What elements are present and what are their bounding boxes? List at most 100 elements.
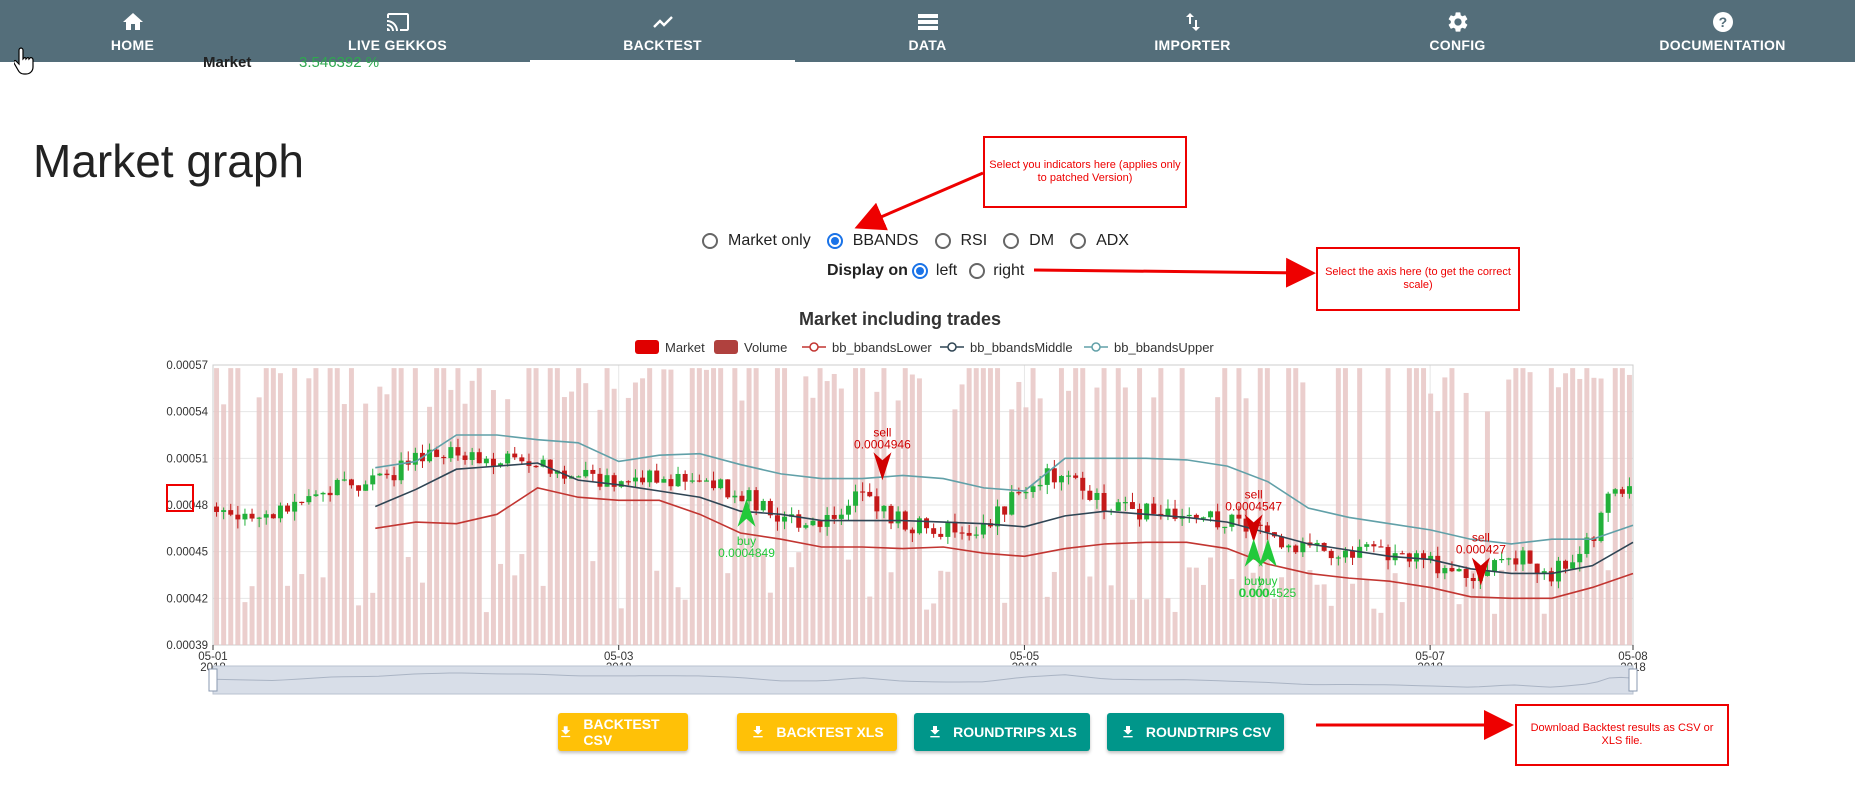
volume-bar	[320, 577, 326, 645]
nav-documentation[interactable]: ? DOCUMENTATION	[1590, 0, 1855, 62]
candle-body	[838, 514, 844, 519]
volume-bar	[1520, 368, 1526, 645]
candle-body	[1151, 503, 1157, 514]
nav-backtest[interactable]: BACKTEST	[530, 0, 795, 62]
radio-axis-left[interactable]: left	[910, 262, 957, 280]
volume-bar	[249, 586, 255, 645]
candle-body	[1456, 569, 1462, 572]
nav-live-gekkos[interactable]: LIVE GEKKOS	[265, 0, 530, 62]
volume-bar	[519, 554, 525, 645]
volume-bar	[1108, 585, 1114, 645]
radio-circle[interactable]	[702, 233, 718, 249]
volume-bar	[1307, 569, 1313, 645]
radio-circle[interactable]	[1070, 233, 1087, 249]
x-tick-label: 05-03	[604, 651, 633, 663]
volume-bar	[703, 369, 709, 645]
backtest-csv-button[interactable]: BACKTEST CSV	[558, 713, 688, 751]
market-chart: Market including trades Market Volume bb_bb…	[140, 303, 1660, 703]
volume-bar	[1328, 605, 1334, 645]
legend-swatch-dot	[1091, 342, 1101, 352]
roundtrips-csv-button[interactable]: ROUNDTRIPS CSV	[1107, 713, 1284, 751]
volume-bar	[1541, 613, 1547, 645]
candle-body	[292, 501, 298, 512]
radio-adx[interactable]: ADX	[1070, 232, 1129, 250]
result-market-label: Market	[203, 54, 252, 71]
volume-bar	[1357, 368, 1363, 645]
volume-bar	[1058, 368, 1064, 645]
volume-bar	[959, 384, 965, 645]
volume-bar	[1172, 611, 1178, 645]
candle-body	[1463, 569, 1469, 578]
volume-bar	[924, 609, 930, 645]
volume-bar	[1548, 368, 1554, 645]
candle-body	[540, 459, 546, 467]
candle-body	[632, 477, 638, 482]
candle-body	[661, 479, 667, 483]
bbands-lower-line	[375, 487, 1634, 600]
candle-body	[881, 505, 887, 512]
volume-bar	[732, 368, 738, 645]
candle-body	[938, 533, 944, 537]
radio-circle[interactable]	[934, 233, 951, 249]
volume-bar	[1193, 567, 1199, 645]
candle-body	[1378, 546, 1384, 548]
candle-body	[689, 480, 695, 482]
volume-bar	[1492, 613, 1498, 645]
zoom-slider-preview	[212, 672, 1634, 688]
candle-body	[625, 481, 631, 483]
candle-body	[1371, 544, 1377, 547]
volume-bar	[526, 368, 532, 645]
candle-body	[753, 490, 759, 511]
button-label: ROUNDTRIPS CSV	[1145, 724, 1272, 740]
volume-bar	[1094, 387, 1100, 645]
buy-marker	[1244, 538, 1263, 567]
nav-data[interactable]: DATA	[795, 0, 1060, 62]
nav-importer-label: IMPORTER	[1154, 36, 1231, 53]
candle-body	[370, 475, 376, 485]
radio-circle-checked[interactable]	[826, 233, 843, 249]
radio-circle[interactable]	[1003, 233, 1020, 249]
radio-rsi[interactable]: RSI	[934, 232, 987, 250]
candle-body	[1421, 553, 1427, 560]
volume-bar	[242, 602, 248, 645]
radio-market-only[interactable]: Market only	[702, 232, 811, 250]
nav-importer[interactable]: IMPORTER	[1060, 0, 1325, 62]
candle-body	[1399, 553, 1405, 555]
volume-bar	[547, 368, 553, 645]
radio-axis-right[interactable]: right	[967, 262, 1024, 280]
candle-body	[1577, 553, 1583, 563]
backtest-xls-button[interactable]: BACKTEST XLS	[737, 713, 897, 751]
candle-body	[270, 514, 276, 519]
candle-body	[817, 520, 823, 527]
candle-body	[299, 501, 305, 504]
candle-body	[320, 492, 326, 495]
candle-body	[1193, 514, 1199, 518]
button-label: BACKTEST CSV	[583, 716, 660, 748]
radio-circle[interactable]	[969, 263, 986, 279]
candle-body	[1208, 511, 1214, 518]
nav-config[interactable]: CONFIG	[1325, 0, 1590, 62]
candle-body	[1023, 492, 1029, 494]
volume-bar	[1087, 576, 1093, 645]
trade-label: buy	[1258, 574, 1277, 588]
volume-bar	[1314, 584, 1320, 645]
radio-dm[interactable]: DM	[1003, 232, 1054, 250]
candle-body	[668, 479, 674, 487]
candle-body	[1165, 508, 1171, 517]
display-axis-group: Display on left right	[827, 262, 1034, 280]
volume-bar	[867, 596, 873, 645]
candle-body	[583, 469, 589, 477]
cast-icon	[386, 12, 409, 31]
candle-body	[831, 514, 837, 519]
candle-body	[1066, 475, 1072, 477]
candle-body	[980, 523, 986, 535]
nav-home[interactable]: HOME	[0, 0, 265, 62]
radio-bbands[interactable]: BBANDS	[826, 232, 919, 250]
candle-body	[462, 455, 468, 460]
radio-circle-checked[interactable]	[911, 263, 928, 279]
plot-frame	[212, 364, 1634, 646]
candle-body	[228, 510, 234, 515]
volume-bar	[498, 563, 504, 645]
volume-bar	[711, 368, 717, 645]
roundtrips-xls-button[interactable]: ROUNDTRIPS XLS	[914, 713, 1090, 751]
